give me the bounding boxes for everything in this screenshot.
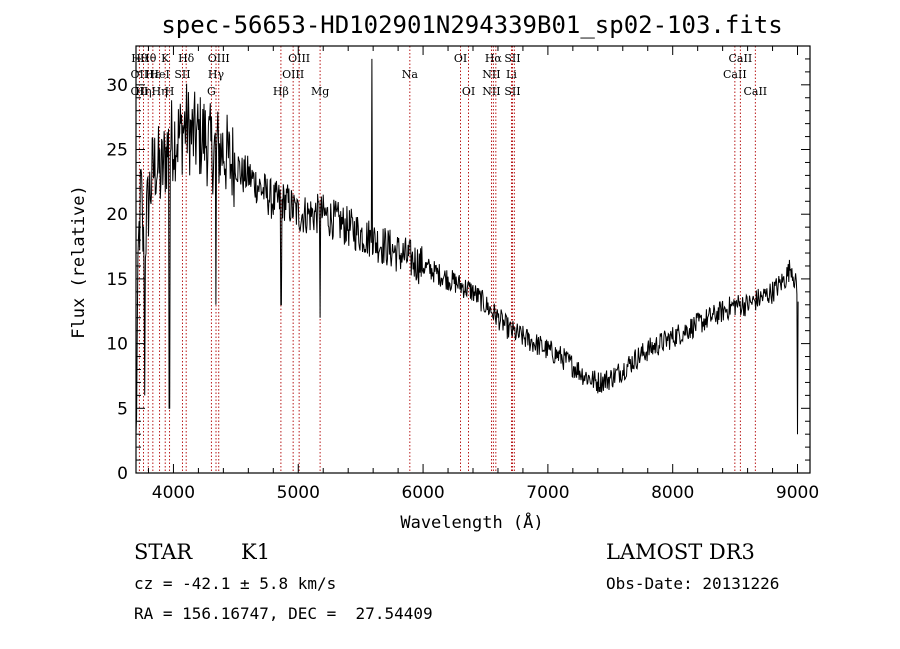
spectrum-series-line [135, 58, 799, 435]
line-label: Mg [311, 85, 329, 98]
line-label: OII [131, 85, 149, 98]
line-label: Hε [145, 68, 161, 81]
coordinates: RA = 156.16747, DEC = 27.54409 [134, 604, 433, 623]
line-label: OI [462, 85, 475, 98]
line-label: Hα [485, 52, 503, 65]
object-subclass: K1 [241, 540, 271, 564]
x-axis-label: Wavelength (Å) [400, 511, 543, 533]
y-tick-label: 5 [117, 399, 128, 419]
x-tick-label: 6000 [401, 483, 444, 503]
line-label: CaII [743, 85, 767, 98]
y-tick-label: 30 [106, 76, 128, 96]
line-label: Hβ [273, 85, 289, 98]
y-tick-label: 20 [106, 205, 128, 225]
spectrum-chart: 4000 5000 6000 7000 8000 9000 0 5 10 15 20 25 30 Hθ O… [69, 11, 819, 533]
line-label: K [161, 52, 170, 65]
y-axis-label: Flux (relative) [69, 185, 89, 339]
line-label: Na [402, 68, 419, 81]
line-label: SII [504, 85, 520, 98]
y-tick-label: 0 [117, 464, 128, 484]
x-tick-label: 9000 [776, 483, 819, 503]
x-tick-label: 5000 [277, 483, 320, 503]
line-label: OII [131, 68, 149, 81]
line-label: SII [504, 52, 520, 65]
x-tick-label: 7000 [526, 483, 569, 503]
redshift-cz: cz = -42.1 ± 5.8 km/s [134, 574, 337, 593]
line-label: Hγ [208, 68, 225, 81]
observation-date: Obs-Date: 20131226 [606, 574, 780, 593]
line-label: NII [482, 85, 500, 98]
line-label: OIII [288, 52, 310, 65]
line-label: Hη [151, 85, 167, 98]
y-tick-label: 25 [106, 141, 128, 161]
y-tick-label: 15 [106, 270, 128, 290]
line-label: Hη [135, 85, 151, 98]
line-label: Hθ [131, 52, 148, 65]
line-label: HeI [149, 68, 169, 81]
line-label: Li [506, 68, 517, 81]
line-label: CaII [723, 68, 747, 81]
line-label: NII [482, 68, 500, 81]
line-label: G [207, 85, 216, 98]
y-tick-label: 10 [106, 335, 128, 355]
line-label: OI [454, 52, 467, 65]
x-tick-label: 4000 [152, 483, 195, 503]
line-label: H [165, 85, 175, 98]
object-class: STAR [134, 540, 193, 564]
line-label: CaII [729, 52, 753, 65]
x-tick-label: 8000 [651, 483, 694, 503]
plot-frame [135, 45, 811, 474]
line-label: Hθ [140, 52, 157, 65]
chart-title: spec-56653-HD102901N294339B01_sp02-103.f… [161, 11, 782, 39]
line-label: OIII [208, 52, 230, 65]
line-label: Hδ [178, 52, 195, 65]
line-label: OIII [282, 68, 304, 81]
line-label: SII [174, 68, 190, 81]
survey-name: LAMOST DR3 [606, 540, 755, 564]
